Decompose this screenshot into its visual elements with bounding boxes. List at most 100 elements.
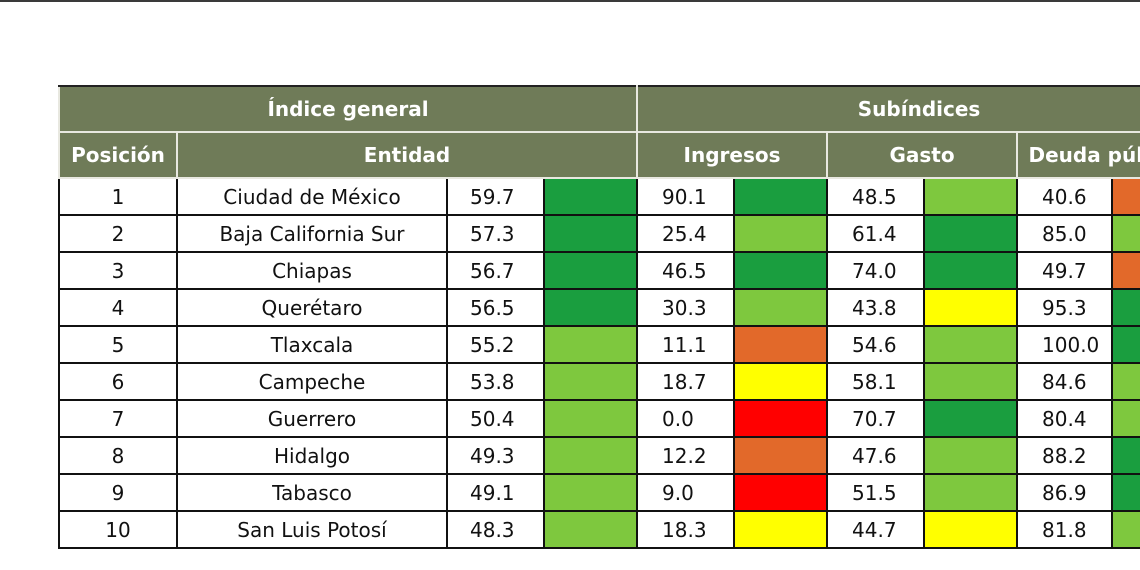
color-cell: [1111, 214, 1140, 253]
score-cell: 90.1: [636, 177, 736, 216]
color-cell: [1111, 436, 1140, 475]
score-cell: 40.6: [1016, 177, 1114, 216]
color-cell: [733, 288, 829, 327]
score-cell: 49.7: [1016, 251, 1114, 290]
entity-cell: Guerrero: [176, 399, 448, 438]
score-cell: 88.2: [1016, 436, 1114, 475]
entity-cell: Baja California Sur: [176, 214, 448, 253]
color-cell: [542, 510, 639, 549]
score-cell: 44.7: [826, 510, 926, 549]
position-cell: 8: [58, 436, 178, 475]
score-cell: 55.2: [446, 325, 545, 364]
table-row: 4 Querétaro 56.5 30.3 43.8 95.3: [58, 288, 1140, 327]
score-cell: 0.0: [636, 399, 736, 438]
color-cell: [542, 399, 639, 438]
color-cell: [923, 399, 1019, 438]
color-cell: [923, 251, 1019, 290]
color-cell: [1111, 177, 1140, 216]
score-cell: 53.8: [446, 362, 545, 401]
score-cell: 57.3: [446, 214, 545, 253]
score-cell: 47.6: [826, 436, 926, 475]
color-cell: [542, 214, 639, 253]
entity-cell: San Luis Potosí: [176, 510, 448, 549]
score-cell: 85.0: [1016, 214, 1114, 253]
score-cell: 59.7: [446, 177, 545, 216]
column-header: Deuda pública: [1016, 131, 1140, 179]
color-cell: [1111, 288, 1140, 327]
color-cell: [733, 251, 829, 290]
position-cell: 1: [58, 177, 178, 216]
group-header: Subíndices: [636, 85, 1140, 133]
color-cell: [542, 177, 639, 216]
column-header: Ingresos: [636, 131, 829, 179]
score-cell: 11.1: [636, 325, 736, 364]
color-cell: [923, 214, 1019, 253]
entity-cell: Ciudad de México: [176, 177, 448, 216]
color-cell: [542, 473, 639, 512]
color-cell: [542, 288, 639, 327]
color-cell: [923, 325, 1019, 364]
color-cell: [1111, 362, 1140, 401]
color-cell: [733, 510, 829, 549]
color-cell: [733, 473, 829, 512]
position-cell: 5: [58, 325, 178, 364]
color-cell: [542, 325, 639, 364]
table-row: 7 Guerrero 50.4 0.0 70.7 80.4: [58, 399, 1140, 438]
color-cell: [733, 325, 829, 364]
score-cell: 56.5: [446, 288, 545, 327]
entity-cell: Tlaxcala: [176, 325, 448, 364]
score-cell: 54.6: [826, 325, 926, 364]
top-border: [0, 0, 1140, 2]
color-cell: [923, 362, 1019, 401]
position-cell: 6: [58, 362, 178, 401]
color-cell: [1111, 473, 1140, 512]
score-cell: 70.7: [826, 399, 926, 438]
color-cell: [733, 436, 829, 475]
score-cell: 81.8: [1016, 510, 1114, 549]
color-cell: [1111, 510, 1140, 549]
position-cell: 10: [58, 510, 178, 549]
score-cell: 84.6: [1016, 362, 1114, 401]
ranking-table: Índice general Subíndices Posición Entid…: [57, 85, 1140, 549]
color-cell: [923, 473, 1019, 512]
color-cell: [923, 510, 1019, 549]
position-cell: 9: [58, 473, 178, 512]
score-cell: 49.1: [446, 473, 545, 512]
table-row: 5 Tlaxcala 55.2 11.1 54.6 100.0: [58, 325, 1140, 364]
score-cell: 18.3: [636, 510, 736, 549]
color-cell: [1111, 325, 1140, 364]
score-cell: 56.7: [446, 251, 545, 290]
score-cell: 51.5: [826, 473, 926, 512]
color-cell: [733, 399, 829, 438]
entity-cell: Tabasco: [176, 473, 448, 512]
table-row: 8 Hidalgo 49.3 12.2 47.6 88.2: [58, 436, 1140, 475]
score-cell: 9.0: [636, 473, 736, 512]
color-cell: [1111, 251, 1140, 290]
score-cell: 48.3: [446, 510, 545, 549]
score-cell: 49.3: [446, 436, 545, 475]
position-cell: 7: [58, 399, 178, 438]
score-cell: 25.4: [636, 214, 736, 253]
position-cell: 2: [58, 214, 178, 253]
column-header: Posición: [58, 131, 178, 179]
score-cell: 80.4: [1016, 399, 1114, 438]
table-row: 10 San Luis Potosí 48.3 18.3 44.7 81.8: [58, 510, 1140, 549]
color-cell: [733, 362, 829, 401]
color-cell: [923, 436, 1019, 475]
entity-cell: Campeche: [176, 362, 448, 401]
score-cell: 58.1: [826, 362, 926, 401]
score-cell: 61.4: [826, 214, 926, 253]
table-row: 1 Ciudad de México 59.7 90.1 48.5 40.6: [58, 177, 1140, 216]
score-cell: 100.0: [1016, 325, 1114, 364]
color-cell: [542, 436, 639, 475]
score-cell: 95.3: [1016, 288, 1114, 327]
score-cell: 18.7: [636, 362, 736, 401]
color-cell: [923, 177, 1019, 216]
color-cell: [733, 177, 829, 216]
score-cell: 43.8: [826, 288, 926, 327]
score-cell: 74.0: [826, 251, 926, 290]
table-row: 9 Tabasco 49.1 9.0 51.5 86.9: [58, 473, 1140, 512]
score-cell: 50.4: [446, 399, 545, 438]
color-cell: [923, 288, 1019, 327]
